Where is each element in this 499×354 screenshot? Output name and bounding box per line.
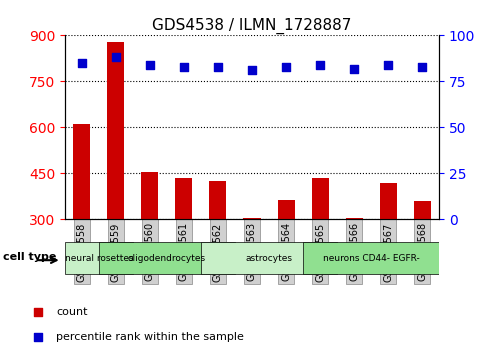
Point [180,64,188,69]
Bar [414,201,431,219]
Text: count: count [56,307,88,317]
Point [112,55,120,60]
Bar [311,178,328,219]
Text: percentile rank within the sample: percentile rank within the sample [56,332,245,342]
FancyBboxPatch shape [65,242,133,274]
Bar [141,172,158,219]
Point [316,62,324,68]
Bar [277,200,294,219]
Bar [210,181,227,219]
FancyBboxPatch shape [303,242,439,274]
Point [350,66,358,72]
Bar [73,124,90,219]
Point [368,4,376,10]
Bar [380,183,397,219]
Text: neurons CD44- EGFR-: neurons CD44- EGFR- [323,254,420,263]
Text: cell type: cell type [3,252,56,262]
Point [368,229,376,235]
Bar [345,218,363,219]
Bar [244,218,260,219]
FancyBboxPatch shape [99,242,235,274]
Point [146,62,154,68]
Text: neural rosettes: neural rosettes [64,254,133,263]
Point [78,60,86,66]
Title: GDS4538 / ILMN_1728887: GDS4538 / ILMN_1728887 [152,18,352,34]
Point [384,62,392,68]
FancyBboxPatch shape [201,242,337,274]
Point [248,68,256,73]
Text: astrocytes: astrocytes [246,254,292,263]
Bar [107,41,124,219]
Point [282,64,290,69]
Text: oligodendrocytes: oligodendrocytes [128,254,206,263]
Point [214,64,222,69]
Point [418,64,426,69]
Bar [176,178,193,219]
